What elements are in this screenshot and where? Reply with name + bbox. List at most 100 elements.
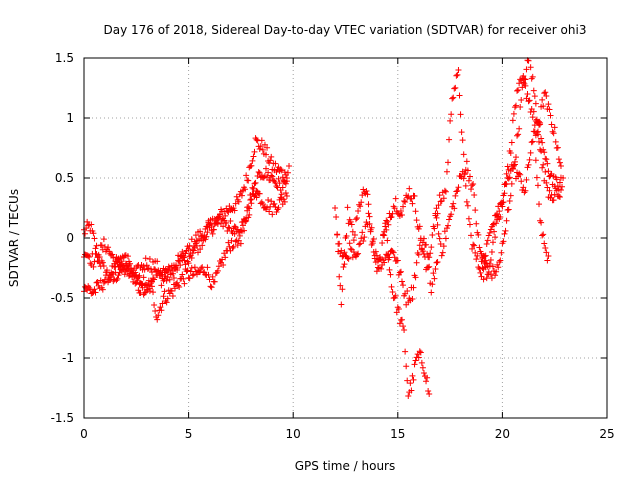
data-point <box>418 245 425 252</box>
data-point <box>279 184 286 191</box>
data-point <box>174 279 181 286</box>
data-point <box>367 228 374 235</box>
data-point <box>188 264 195 271</box>
data-point <box>398 316 405 323</box>
data-point <box>248 196 255 203</box>
data-point <box>472 207 479 214</box>
data-point <box>398 278 405 285</box>
data-point <box>463 198 470 205</box>
data-point <box>105 244 112 251</box>
x-axis-label: GPS time / hours <box>295 459 396 473</box>
data-point <box>536 138 543 145</box>
data-point <box>187 268 194 275</box>
data-point <box>464 202 471 209</box>
data-point <box>337 282 344 289</box>
data-point <box>134 275 141 282</box>
data-point <box>530 87 537 94</box>
x-tick-label: 25 <box>599 427 614 441</box>
data-point <box>391 205 398 212</box>
data-point <box>396 320 403 327</box>
data-point <box>486 262 493 269</box>
data-point <box>436 192 443 199</box>
data-point <box>124 253 131 260</box>
data-point <box>211 215 218 222</box>
data-point <box>189 250 196 257</box>
data-point <box>372 248 379 255</box>
data-point <box>253 187 260 194</box>
data-point <box>485 232 492 239</box>
data-point <box>498 249 505 256</box>
data-point <box>375 256 382 263</box>
data-point <box>183 247 190 254</box>
data-point <box>360 238 367 245</box>
data-point <box>148 283 155 290</box>
data-point <box>92 289 99 296</box>
data-point <box>509 117 516 124</box>
data-point <box>526 156 533 163</box>
data-point <box>521 75 528 82</box>
data-point <box>274 184 281 191</box>
data-point <box>428 289 435 296</box>
data-point <box>170 274 177 281</box>
data-point <box>142 255 149 262</box>
data-point <box>176 284 183 291</box>
data-point <box>401 326 408 333</box>
data-point <box>357 203 364 210</box>
data-point <box>146 256 153 263</box>
data-point <box>473 256 480 263</box>
data-point <box>489 239 496 246</box>
data-point <box>434 221 441 228</box>
data-point <box>247 192 254 198</box>
data-point <box>475 231 482 238</box>
data-point <box>428 244 435 251</box>
data-point <box>405 393 412 400</box>
data-point <box>231 207 238 214</box>
data-point <box>436 235 443 242</box>
data-point <box>411 193 418 200</box>
data-point <box>133 279 140 286</box>
data-point <box>506 174 513 181</box>
data-point <box>268 172 275 179</box>
data-point <box>268 198 275 205</box>
data-point <box>95 258 102 265</box>
data-point <box>450 200 457 207</box>
data-point <box>344 254 351 261</box>
data-point <box>536 201 543 208</box>
data-point <box>249 157 256 164</box>
data-point <box>466 221 473 228</box>
data-point <box>365 210 372 217</box>
data-point <box>541 240 548 247</box>
data-point <box>549 128 556 135</box>
data-point <box>97 277 104 284</box>
data-point <box>532 157 539 164</box>
data-point <box>363 188 370 195</box>
data-point <box>465 215 472 222</box>
data-point <box>89 289 96 296</box>
data-point <box>349 228 356 235</box>
data-point <box>435 202 442 209</box>
data-point <box>85 222 92 229</box>
data-point <box>250 153 257 160</box>
data-point <box>430 270 437 277</box>
data-point <box>82 230 89 237</box>
x-tick-label: 0 <box>80 427 88 441</box>
data-point <box>424 374 431 381</box>
data-point <box>94 279 101 286</box>
data-point <box>381 228 388 235</box>
data-point <box>412 274 419 281</box>
data-point <box>525 98 532 105</box>
data-point <box>180 275 187 282</box>
data-point <box>272 160 279 167</box>
data-point <box>354 215 361 222</box>
data-point <box>115 255 122 262</box>
data-point <box>230 243 237 250</box>
data-point <box>152 307 159 314</box>
data-point <box>332 205 339 212</box>
data-point <box>192 232 199 239</box>
data-point <box>546 187 553 194</box>
data-point <box>415 354 422 361</box>
data-point <box>484 237 491 244</box>
data-point <box>243 172 250 179</box>
data-point <box>388 283 395 290</box>
data-point <box>489 263 496 270</box>
